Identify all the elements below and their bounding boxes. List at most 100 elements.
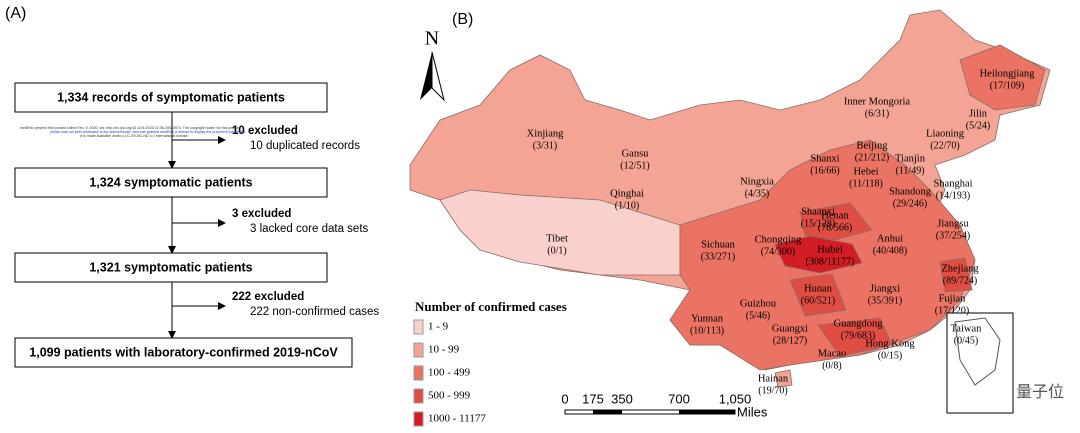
region <box>939 257 973 293</box>
province-name: Hong Kong <box>865 338 915 349</box>
province-cases: (60/521) <box>801 295 835 306</box>
scale-label: 350 <box>611 391 633 406</box>
province-name: Shandong <box>889 186 932 197</box>
legend-label: 1000 - 11177 <box>428 413 486 425</box>
flow-step: 1,324 symptomatic patients <box>89 175 252 189</box>
exclusion-reason: 222 non-confirmed cases <box>250 306 379 318</box>
province-cases: (17/120) <box>935 305 969 316</box>
flow-box <box>14 337 353 368</box>
province-name: Ningxia <box>740 176 774 187</box>
province-cases: (19/70) <box>758 385 787 396</box>
province-cases: (28/127) <box>773 335 807 346</box>
province-cases: (12/51) <box>620 160 649 171</box>
map <box>409 9 1051 388</box>
province-name: Shaanxi <box>801 206 835 217</box>
scale-label: 1,050 <box>719 391 752 406</box>
province-name: Beijing <box>857 140 889 151</box>
province-cases: (11/118) <box>849 178 883 189</box>
preprint-note: medRxiv preprint first posted online Feb… <box>20 126 240 130</box>
province-name: Macao <box>818 348 847 359</box>
flow-box <box>14 167 328 198</box>
panel-label: (B) <box>452 11 473 28</box>
province-cases: (0/45) <box>954 335 978 346</box>
province-cases: (37/254) <box>936 230 970 241</box>
province-cases: (22/70) <box>930 140 959 151</box>
province-cases: (0/1) <box>547 245 566 256</box>
flowchart: 1,334 records of symptomatic patients 1,3… <box>14 82 379 368</box>
province-name: Guizhou <box>740 298 777 309</box>
legend-swatch <box>413 411 424 427</box>
region <box>774 369 793 388</box>
legend-label: 100 - 499 <box>428 367 471 379</box>
region <box>789 273 847 317</box>
province-name: Jilin <box>969 108 988 119</box>
flow-box <box>14 82 328 113</box>
province-labels: Xinjiang(3/31) Tibet(0/1) Qinghai(1/10) Gan… <box>527 68 1036 396</box>
province-name: Henan <box>821 210 849 221</box>
province-name: Xinjiang <box>527 128 564 139</box>
exclusion-reason: 10 duplicated records <box>250 140 360 152</box>
scale-bar <box>679 410 735 414</box>
province-name: Chongqing <box>755 234 802 245</box>
province-cases: (0/8) <box>822 360 841 371</box>
province-cases: (89/724) <box>943 275 977 286</box>
province-name: Hubei <box>817 244 843 255</box>
province-cases: (3/31) <box>533 140 557 151</box>
province-cases: (16/66) <box>810 165 839 176</box>
province-name: Hunan <box>804 283 833 294</box>
province-name: Hebei <box>853 166 878 177</box>
province-name: Hainan <box>758 373 789 384</box>
province-name: Tibet <box>546 233 568 244</box>
province-cases: (21/212) <box>855 152 889 163</box>
inset-frame <box>946 312 1014 414</box>
province-name: Fujian <box>939 293 967 304</box>
province-name: Shanghai <box>933 178 972 189</box>
province-name: Yunnan <box>691 313 724 324</box>
exclusion-reason: 3 lacked core data sets <box>250 223 369 235</box>
preprint-note: It is made available under a CC-BY-NC-ND… <box>80 134 189 138</box>
province-name: Guangdong <box>834 318 884 329</box>
province-name: Tianjin <box>895 153 926 164</box>
province-cases: (308/11177) <box>806 256 855 267</box>
scale-label: 700 <box>668 391 690 406</box>
flow-step: 1,321 symptomatic patients <box>89 260 252 274</box>
province-name: Inner Mongoria <box>844 96 911 107</box>
panel-label: (A) <box>5 5 26 22</box>
province-cases: (1/10) <box>615 200 639 211</box>
north-arrow <box>420 51 445 102</box>
province-cases: (17/109) <box>990 80 1024 91</box>
flow-box <box>14 252 328 283</box>
scale-label: 0 <box>561 391 568 406</box>
province-name: Guangxi <box>772 323 808 334</box>
region <box>959 44 1046 111</box>
exclusion-count: 10 excluded <box>232 125 298 137</box>
scale-unit: Miles <box>737 404 768 419</box>
scale-label: 175 <box>582 391 604 406</box>
province-name: Shanxi <box>810 153 839 164</box>
province-name: Jiangxi <box>870 283 900 294</box>
watermark: 量子位 <box>1016 383 1064 401</box>
exclusion-count: 222 excluded <box>232 291 304 303</box>
province-cases: (35/391) <box>868 295 902 306</box>
province-cases: (15/128) <box>801 218 835 229</box>
province-name: Gansu <box>622 148 650 159</box>
legend-label: 1 - 9 <box>428 321 449 333</box>
province-cases: (5/46) <box>746 310 770 321</box>
legend-title: Number of confirmed cases <box>415 299 567 314</box>
legend-label: 10 - 99 <box>428 344 460 356</box>
province-cases: (29/246) <box>893 198 927 209</box>
province-cases: (6/31) <box>865 108 889 119</box>
province-cases: (79/683) <box>841 330 875 341</box>
region <box>774 235 863 274</box>
scale-bar <box>593 410 622 414</box>
province-cases: (74/300) <box>761 246 795 257</box>
province-cases: (78/566) <box>818 222 852 233</box>
province-cases: (33/271) <box>701 251 735 262</box>
legend-swatch <box>413 365 424 381</box>
region <box>817 317 893 357</box>
legend: 1 - 9 10 - 99 100 - 499 500 - 999 1000 - 111… <box>413 319 486 427</box>
flow-step: 1,334 records of symptomatic patients <box>57 90 285 104</box>
province-cases: (10/113) <box>690 325 724 336</box>
